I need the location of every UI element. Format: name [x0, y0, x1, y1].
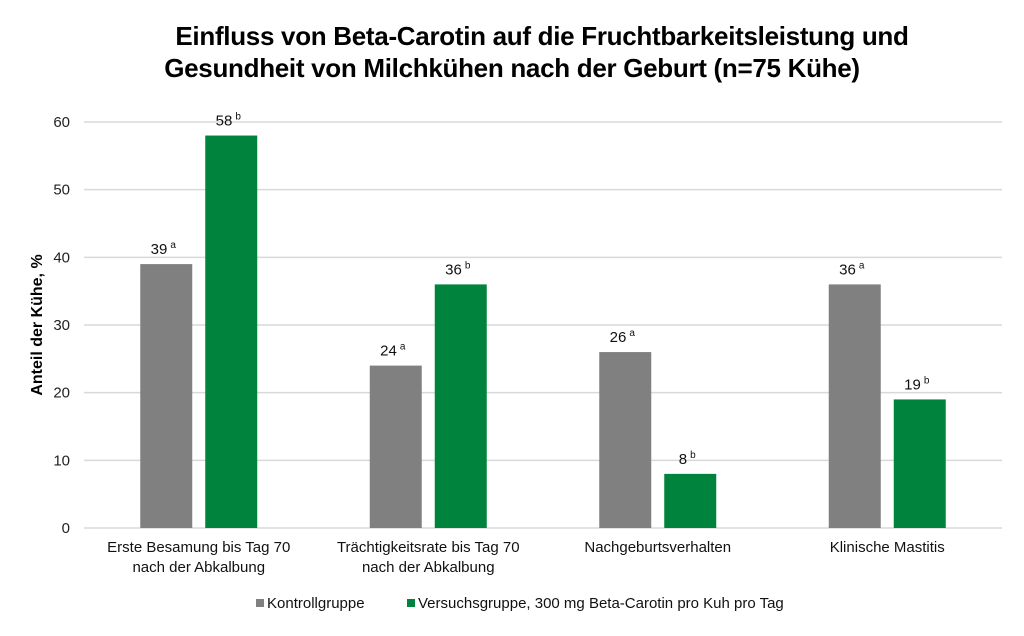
y-axis-ticks: 0 10 20 30 40 50 60 — [53, 114, 70, 537]
legend-swatch — [407, 599, 415, 607]
legend: Kontrollgruppe Versuchsgruppe, 300 mg Bet… — [256, 595, 784, 612]
data-labels: 39 a 58 b 24 a 36 b 26 a 8 b 36 a 19 b — [151, 112, 930, 468]
legend-label: Versuchsgruppe, 300 mg Beta-Carotin pro … — [418, 595, 784, 612]
chart-title: Einfluss von Beta-Carotin auf die Frucht… — [0, 20, 1024, 84]
bar — [434, 284, 487, 528]
data-label: 36 b — [445, 260, 471, 278]
legend-label: Kontrollgruppe — [267, 595, 365, 612]
bar — [664, 473, 717, 528]
y-axis-label: Anteil der Kühe, % — [29, 254, 46, 395]
y-tick-label: 60 — [53, 114, 70, 131]
bar — [205, 135, 258, 529]
data-label: 39 a — [151, 240, 177, 258]
data-label: 24 a — [380, 342, 406, 360]
bar — [369, 365, 422, 528]
bar — [599, 352, 652, 528]
x-category-label: nach der Abkalbung — [362, 559, 495, 576]
data-label: 58 b — [216, 112, 242, 130]
legend-swatch — [256, 599, 264, 607]
bar — [893, 399, 946, 528]
bar — [828, 284, 881, 528]
data-label: 26 a — [610, 328, 636, 346]
x-category-label: Erste Besamung bis Tag 70 — [107, 539, 290, 556]
y-tick-label: 10 — [53, 452, 70, 469]
y-tick-label: 30 — [53, 317, 70, 334]
y-tick-label: 20 — [53, 385, 70, 402]
data-label: 36 a — [839, 260, 865, 278]
x-category-label: Klinische Mastitis — [830, 539, 945, 556]
x-category-label: Nachgeburtsverhalten — [584, 539, 731, 556]
x-category-label: nach der Abkalbung — [132, 559, 265, 576]
data-label: 19 b — [904, 375, 930, 393]
chart-title-line-1: Einfluss von Beta-Carotin auf die Frucht… — [175, 21, 909, 51]
x-axis-categories: Erste Besamung bis Tag 70 nach der Abkalb… — [107, 539, 945, 576]
bar — [140, 264, 193, 528]
x-category-label: Trächtigkeitsrate bis Tag 70 — [337, 539, 520, 556]
y-tick-label: 0 — [62, 520, 70, 537]
chart-title-line-2: Gesundheit von Milchkühen nach der Gebur… — [164, 53, 860, 83]
y-tick-label: 50 — [53, 182, 70, 199]
y-tick-label: 40 — [53, 249, 70, 266]
bars — [140, 135, 946, 529]
